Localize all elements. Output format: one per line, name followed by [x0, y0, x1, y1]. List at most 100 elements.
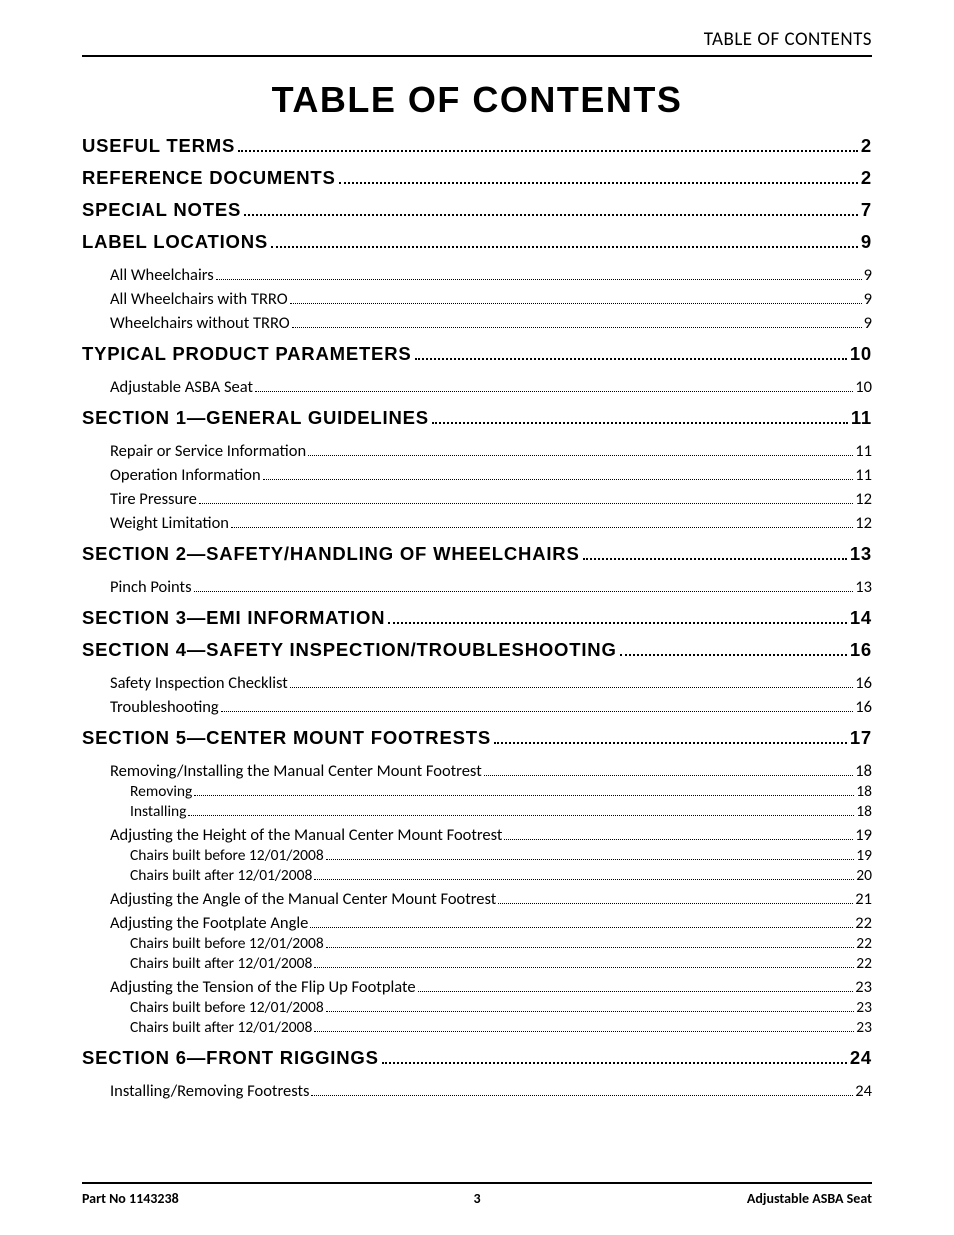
toc-entry-label: Adjusting the Footplate Angle — [110, 913, 308, 933]
toc-entry: Removing/Installing the Manual Center Mo… — [110, 761, 872, 781]
toc-leader-dots — [314, 955, 854, 968]
toc-leader-dots — [308, 443, 853, 456]
toc-entry-page: 12 — [855, 513, 872, 533]
toc-entry-label: Adjusting the Tension of the Flip Up Foo… — [110, 977, 416, 997]
toc-entry-label: TYPICAL PRODUCT PARAMETERS — [82, 343, 412, 365]
toc-leader-dots — [314, 1019, 854, 1032]
toc-entry-page: 14 — [850, 607, 872, 629]
toc-leader-dots — [255, 379, 853, 392]
toc-entry-page: 19 — [855, 825, 872, 845]
toc-entry: SECTION 5—CENTER MOUNT FOOTRESTS 17 — [82, 727, 872, 749]
toc-leader-dots — [494, 728, 847, 744]
toc-entry-page: 13 — [855, 577, 872, 597]
toc-entry: All Wheelchairs 9 — [110, 265, 872, 285]
toc-entry-page: 9 — [861, 231, 872, 253]
page-title: TABLE OF CONTENTS — [82, 79, 872, 121]
toc-entry-page: 16 — [855, 697, 872, 717]
toc-entry-page: 23 — [856, 1018, 872, 1037]
toc-leader-dots — [326, 935, 855, 948]
toc-leader-dots — [194, 783, 854, 796]
toc-entry-label: SECTION 4—SAFETY INSPECTION/TROUBLESHOOT… — [82, 639, 617, 661]
toc-leader-dots — [244, 200, 858, 216]
toc-entry-page: 11 — [855, 465, 872, 485]
toc-list: USEFUL TERMS 2REFERENCE DOCUMENTS 2SPECI… — [82, 135, 872, 1101]
toc-leader-dots — [432, 408, 848, 424]
toc-entry-page: 18 — [855, 761, 872, 781]
toc-entry-page: 23 — [855, 977, 872, 997]
toc-entry: SPECIAL NOTES 7 — [82, 199, 872, 221]
toc-leader-dots — [504, 827, 853, 840]
toc-leader-dots — [415, 344, 847, 360]
footer-page-num: 3 — [82, 1190, 872, 1207]
toc-entry-label: Tire Pressure — [110, 489, 197, 509]
toc-entry: SECTION 4—SAFETY INSPECTION/TROUBLESHOOT… — [82, 639, 872, 661]
toc-entry: Tire Pressure 12 — [110, 489, 872, 509]
toc-entry: Installing 18 — [130, 802, 872, 821]
toc-entry-label: Adjustable ASBA Seat — [110, 377, 253, 397]
toc-entry-label: Chairs built before 12/01/2008 — [130, 846, 324, 865]
toc-entry-label: Repair or Service Information — [110, 441, 306, 461]
toc-leader-dots — [271, 232, 858, 248]
toc-entry-page: 18 — [856, 802, 872, 821]
toc-leader-dots — [498, 891, 853, 904]
toc-entry-label: Installing — [130, 802, 186, 821]
toc-entry: LABEL LOCATIONS 9 — [82, 231, 872, 253]
toc-leader-dots — [292, 315, 862, 328]
toc-entry: Repair or Service Information 11 — [110, 441, 872, 461]
toc-leader-dots — [238, 136, 858, 152]
toc-entry-page: 2 — [861, 135, 872, 157]
toc-entry: Installing/Removing Footrests 24 — [110, 1081, 872, 1101]
toc-leader-dots — [620, 640, 847, 656]
toc-leader-dots — [484, 763, 854, 776]
toc-entry-label: SPECIAL NOTES — [82, 199, 241, 221]
toc-leader-dots — [382, 1048, 847, 1064]
toc-entry-label: Chairs built after 12/01/2008 — [130, 954, 312, 973]
toc-entry-page: 11 — [851, 407, 872, 429]
toc-entry: SECTION 3—EMI INFORMATION 14 — [82, 607, 872, 629]
toc-entry-page: 20 — [856, 866, 872, 885]
toc-entry-page: 2 — [861, 167, 872, 189]
toc-entry-label: Operation Information — [110, 465, 261, 485]
toc-entry-page: 22 — [856, 934, 872, 953]
toc-entry-label: SECTION 2—SAFETY/HANDLING OF WHEELCHAIRS — [82, 543, 580, 565]
toc-entry: Removing 18 — [130, 782, 872, 801]
toc-leader-dots — [326, 847, 855, 860]
toc-entry-label: Pinch Points — [110, 577, 192, 597]
toc-entry-page: 12 — [855, 489, 872, 509]
toc-entry-page: 10 — [855, 377, 872, 397]
toc-leader-dots — [388, 608, 846, 624]
toc-entry-label: Chairs built after 12/01/2008 — [130, 1018, 312, 1037]
toc-entry: Adjusting the Tension of the Flip Up Foo… — [110, 977, 872, 997]
toc-entry: TYPICAL PRODUCT PARAMETERS 10 — [82, 343, 872, 365]
toc-leader-dots — [339, 168, 858, 184]
toc-entry-label: Adjusting the Angle of the Manual Center… — [110, 889, 496, 909]
toc-entry-label: REFERENCE DOCUMENTS — [82, 167, 336, 189]
toc-leader-dots — [583, 544, 847, 560]
toc-entry-label: Removing/Installing the Manual Center Mo… — [110, 761, 482, 781]
toc-entry-label: SECTION 6—FRONT RIGGINGS — [82, 1047, 379, 1069]
toc-entry-label: Adjusting the Height of the Manual Cente… — [110, 825, 502, 845]
toc-entry-page: 18 — [856, 782, 872, 801]
toc-entry-label: Installing/Removing Footrests — [110, 1081, 309, 1101]
toc-leader-dots — [221, 699, 854, 712]
toc-entry-label: Removing — [130, 782, 192, 801]
toc-entry: Safety Inspection Checklist 16 — [110, 673, 872, 693]
toc-entry: Adjustable ASBA Seat 10 — [110, 377, 872, 397]
toc-entry-label: Wheelchairs without TRRO — [110, 313, 290, 333]
toc-leader-dots — [231, 515, 853, 528]
toc-entry-label: Safety Inspection Checklist — [110, 673, 288, 693]
toc-entry: Chairs built before 12/01/2008 19 — [130, 846, 872, 865]
toc-entry: SECTION 2—SAFETY/HANDLING OF WHEELCHAIRS… — [82, 543, 872, 565]
toc-entry: REFERENCE DOCUMENTS 2 — [82, 167, 872, 189]
toc-leader-dots — [263, 467, 854, 480]
toc-entry: USEFUL TERMS 2 — [82, 135, 872, 157]
toc-entry-label: USEFUL TERMS — [82, 135, 235, 157]
toc-entry-label: Weight Limitation — [110, 513, 229, 533]
toc-leader-dots — [311, 1083, 853, 1096]
toc-entry-page: 22 — [856, 954, 872, 973]
page-footer: Part No 1143238 3 Adjustable ASBA Seat — [82, 1182, 872, 1207]
toc-entry-label: SECTION 3—EMI INFORMATION — [82, 607, 385, 629]
toc-entry-label: All Wheelchairs — [110, 265, 214, 285]
toc-entry-page: 9 — [864, 265, 872, 285]
toc-entry-label: Chairs built before 12/01/2008 — [130, 998, 324, 1017]
